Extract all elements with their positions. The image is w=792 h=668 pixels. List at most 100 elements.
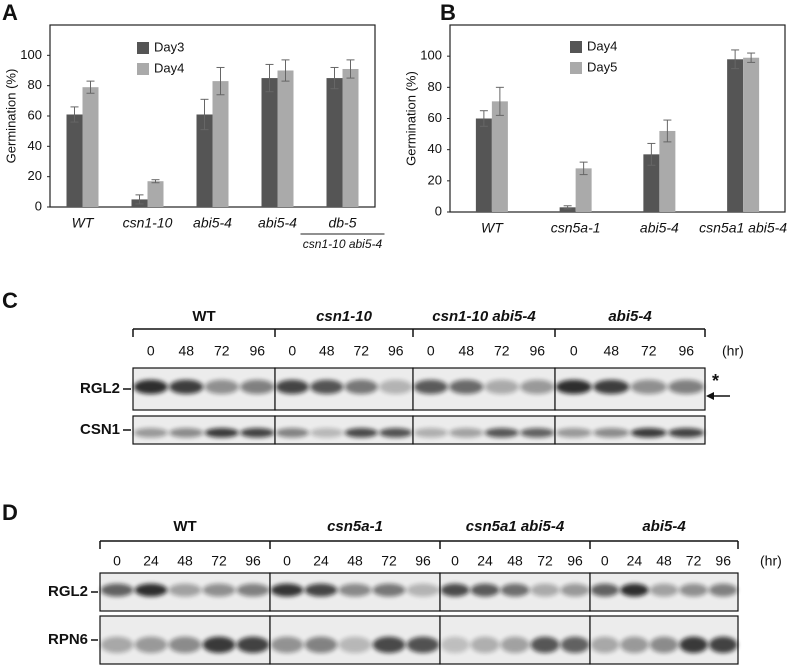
- bar: [743, 57, 760, 212]
- y-tick-label: 40: [28, 138, 42, 153]
- error-bar: [495, 86, 504, 116]
- blot-band: [590, 636, 620, 653]
- x-tick-label: csn5a-1: [551, 220, 601, 236]
- timepoint-label: 72: [353, 343, 369, 359]
- panel-label: A: [2, 0, 18, 25]
- blot-band: [202, 636, 236, 653]
- timepoint-label: 48: [178, 343, 194, 359]
- bar: [643, 154, 660, 212]
- blot-band: [649, 636, 679, 653]
- blot-panel: [132, 367, 276, 411]
- x-tick-label: csn5a1 abi5-4: [699, 220, 787, 236]
- blot-band: [520, 379, 555, 395]
- blot-band: [555, 379, 592, 395]
- x-tick-label: WT: [481, 220, 504, 236]
- error-bar: [216, 66, 225, 96]
- legend-swatch: [570, 41, 582, 53]
- bar: [659, 130, 676, 212]
- blot-band: [275, 428, 309, 438]
- blot-panel: [132, 415, 276, 445]
- timepoint-label: 48: [177, 553, 193, 569]
- x-tick-label: WT: [72, 215, 95, 231]
- unit-label: (hr): [760, 553, 782, 569]
- blot-band: [204, 379, 239, 395]
- row-label: CSN1: [80, 421, 120, 438]
- blot-band: [630, 428, 667, 438]
- error-bar: [151, 179, 160, 184]
- y-axis-label: Germination (%): [403, 71, 418, 166]
- blot-band: [169, 428, 204, 438]
- arrow-head: [706, 392, 714, 400]
- bar: [147, 181, 164, 207]
- error-bar: [731, 49, 740, 70]
- timepoint-label: 96: [245, 553, 261, 569]
- blot-band: [620, 636, 649, 653]
- timepoint-label: 24: [477, 553, 493, 569]
- bar: [575, 168, 592, 212]
- blot-band: [310, 379, 344, 395]
- y-tick-label: 100: [420, 48, 442, 63]
- bar: [326, 78, 343, 207]
- error-bar: [200, 98, 209, 131]
- blot-band: [593, 428, 630, 438]
- blot-band: [668, 379, 705, 395]
- blot-band: [679, 636, 708, 653]
- blot-panel: [439, 572, 591, 612]
- timepoint-label: 48: [347, 553, 363, 569]
- timepoint-label: 72: [381, 553, 397, 569]
- blot-band: [379, 379, 413, 395]
- blot-band: [530, 636, 560, 653]
- group-label: csn1-10 abi5-4: [432, 308, 536, 325]
- bar: [277, 70, 294, 207]
- blot-panel: [274, 415, 414, 445]
- panel-label: D: [2, 500, 18, 525]
- timepoint-label: 96: [529, 343, 545, 359]
- timepoint-label: 48: [458, 343, 474, 359]
- x-tick-label: abi5-4: [640, 220, 679, 236]
- group-label: WT: [192, 308, 215, 325]
- blot-band: [560, 636, 590, 653]
- blot-band: [413, 379, 448, 395]
- blot-band: [304, 583, 338, 597]
- blot-panel: [99, 572, 271, 612]
- y-tick-label: 20: [428, 172, 442, 187]
- error-bar: [265, 63, 274, 93]
- timepoint-label: 0: [283, 553, 291, 569]
- y-tick-label: 0: [435, 203, 442, 218]
- error-bar: [330, 66, 339, 90]
- blot-band: [520, 428, 555, 438]
- blot-band: [470, 636, 500, 653]
- blot-band: [338, 583, 372, 597]
- blot-band: [440, 583, 470, 597]
- timepoint-label: 72: [537, 553, 553, 569]
- blot-band: [133, 428, 168, 438]
- legend-label: Day3: [154, 39, 184, 54]
- blot-band: [133, 379, 168, 395]
- y-tick-label: 60: [428, 110, 442, 125]
- blot-band: [593, 379, 630, 395]
- row-label: RGL2: [80, 380, 120, 397]
- y-tick-label: 40: [428, 141, 442, 156]
- timepoint-label: 0: [570, 343, 578, 359]
- row-label: RGL2: [48, 583, 88, 600]
- blot-band: [560, 583, 590, 597]
- timepoint-label: 72: [494, 343, 510, 359]
- timepoint-label: 48: [507, 553, 523, 569]
- error-bar: [563, 205, 572, 210]
- group-label: abi5-4: [608, 308, 652, 325]
- timepoint-label: 72: [214, 343, 230, 359]
- y-axis-label: Germination (%): [3, 69, 18, 164]
- blot-band: [708, 583, 738, 597]
- timepoint-label: 96: [388, 343, 404, 359]
- blot-band: [590, 583, 620, 597]
- y-tick-label: 0: [35, 198, 42, 213]
- blot-band: [169, 379, 204, 395]
- blot-panel: [589, 572, 739, 612]
- legend-label: Day4: [154, 60, 184, 75]
- blot-panel: [99, 615, 271, 665]
- blot-panel: [412, 415, 556, 445]
- error-bar: [135, 194, 144, 205]
- marker: *: [712, 371, 719, 391]
- blot-band: [372, 636, 406, 653]
- timepoint-label: 72: [641, 343, 657, 359]
